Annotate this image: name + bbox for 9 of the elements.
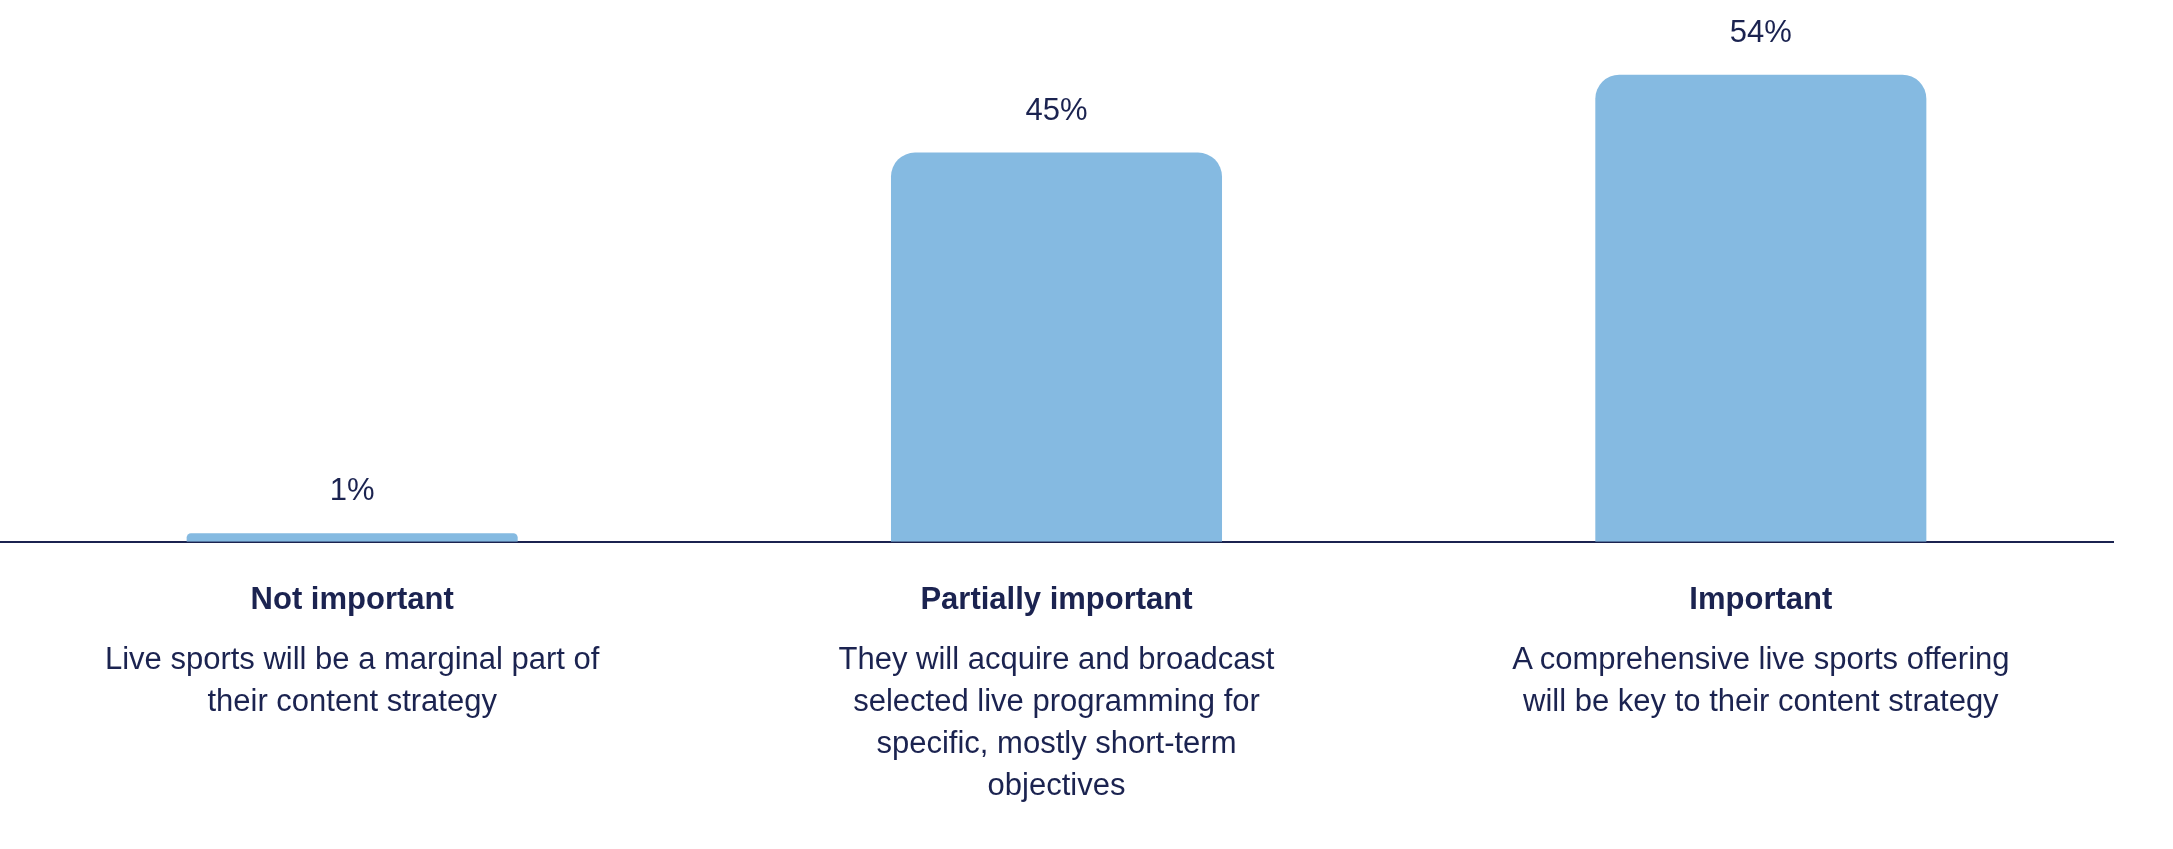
x-tick-label: Not important <box>250 580 454 616</box>
text: They will acquire and broadcast selected live programming for specific, mostly short-term objectives <box>838 640 1275 802</box>
data-label: 1% <box>329 472 375 508</box>
data-label: 45% <box>1025 91 1088 127</box>
data-label: 54% <box>1729 13 1792 49</box>
x-tick-label: Important <box>1689 580 1833 616</box>
x-tick-label: Partially important <box>920 580 1193 616</box>
text: A comprehensive live sports offering will be key to their content strategy <box>1512 640 2010 718</box>
text: Live sports will be a marginal part of their content strategy <box>104 640 600 718</box>
